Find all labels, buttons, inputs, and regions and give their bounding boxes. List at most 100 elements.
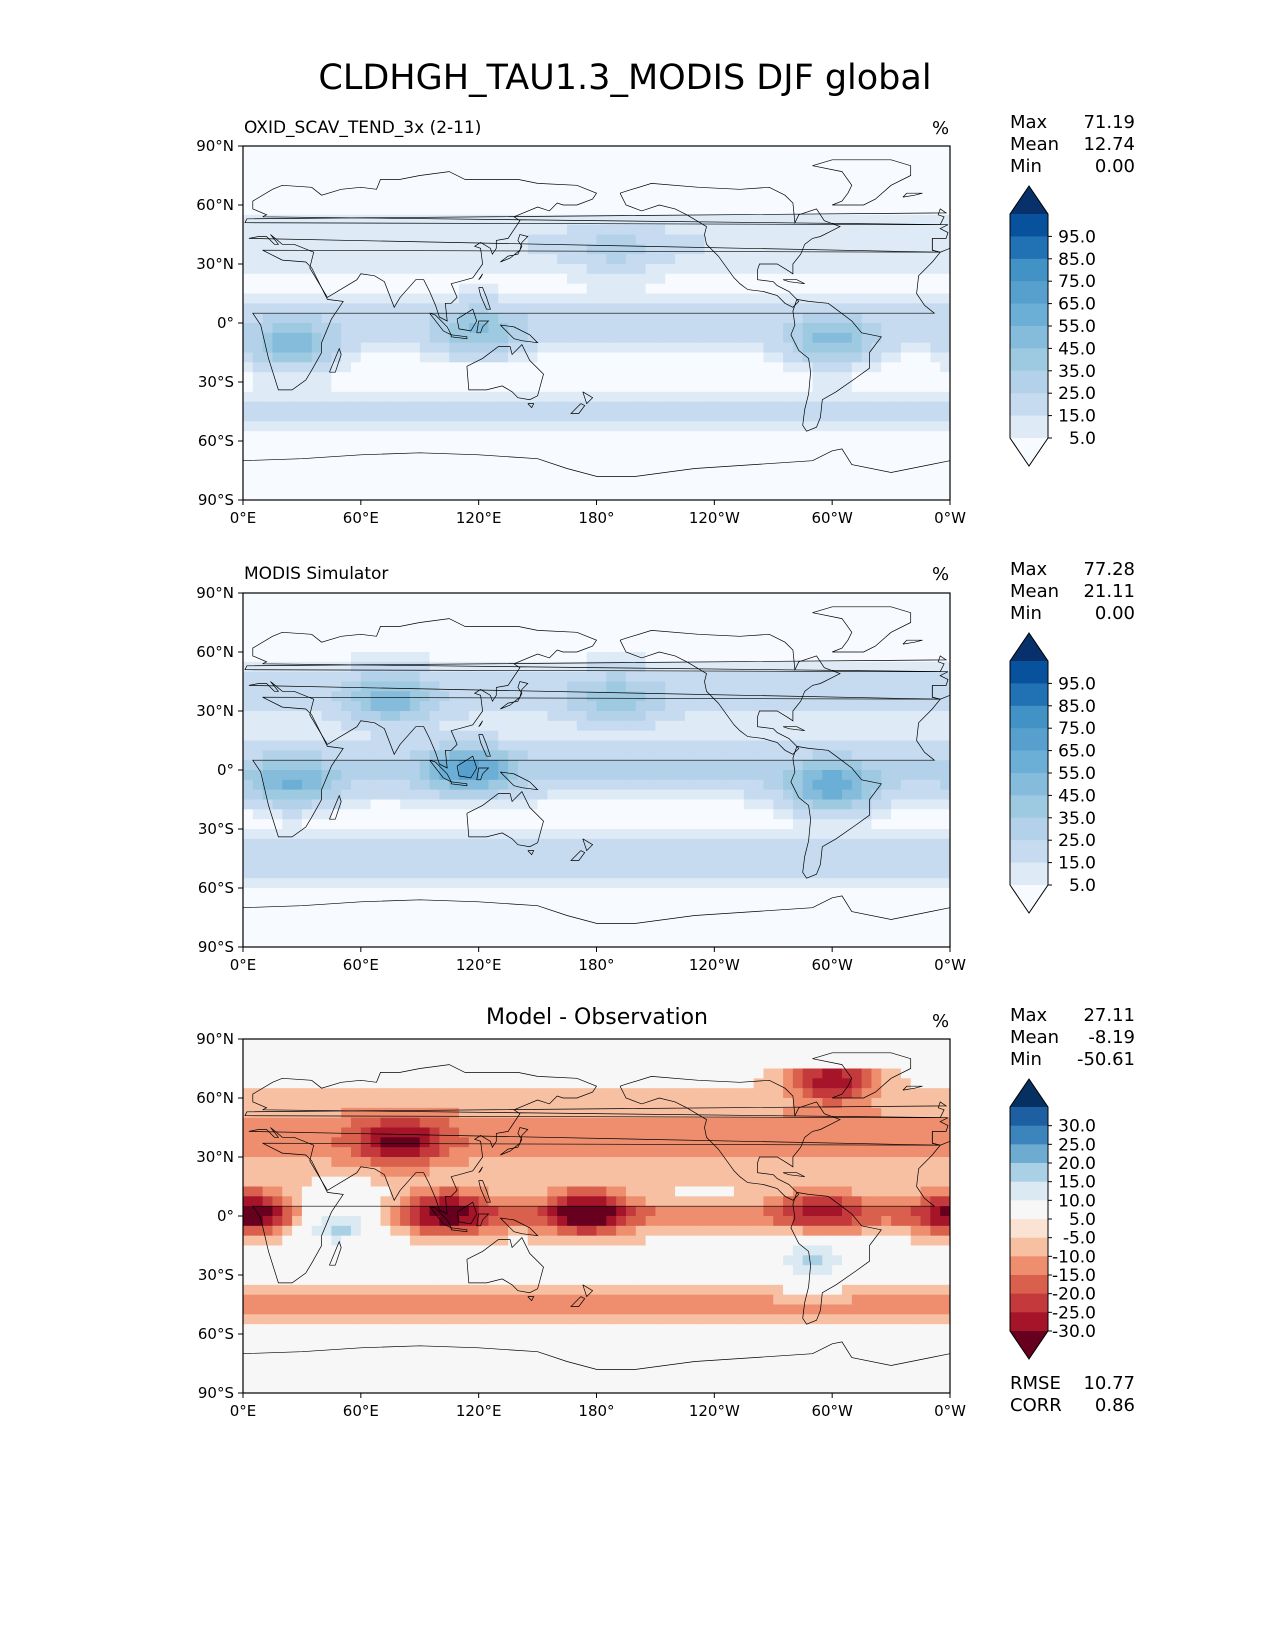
field-cell (390, 441, 401, 452)
field-cell (743, 441, 755, 452)
field-cell (704, 234, 715, 245)
field-cell (625, 411, 637, 422)
field-cell (861, 382, 873, 393)
field-cell (311, 642, 323, 653)
field-cell (616, 323, 627, 334)
field-cell (783, 622, 794, 633)
field-cell (390, 401, 401, 413)
colorbar-segment (1010, 258, 1048, 282)
field-cell (832, 421, 843, 432)
field-cell (635, 342, 647, 354)
field-cell (370, 372, 382, 383)
field-cell (625, 642, 637, 653)
field-cell (822, 661, 833, 673)
field-cell (822, 720, 833, 732)
field-cell (930, 760, 941, 771)
field-cell (429, 642, 440, 653)
field-cell (724, 480, 735, 491)
field-cell (370, 770, 382, 781)
field-cell (321, 431, 332, 442)
field-cell (940, 441, 950, 452)
field-cell (419, 332, 431, 344)
field-cell (891, 460, 902, 472)
field-cell (311, 612, 323, 624)
field-cell (625, 175, 637, 186)
field-cell (311, 490, 323, 500)
field-cell (282, 848, 293, 860)
field-cell (517, 401, 529, 413)
field-cell (724, 701, 735, 712)
field-cell (331, 205, 342, 216)
field-cell (910, 165, 922, 177)
field-cell (743, 740, 755, 751)
field-cell (547, 858, 558, 869)
field-cell (704, 652, 715, 663)
field-cell (508, 612, 519, 624)
field-cell (763, 750, 774, 761)
field-cell (272, 490, 283, 500)
field-cell (370, 254, 382, 265)
field-cell (537, 652, 548, 663)
field-cell (910, 313, 922, 324)
field-cell (567, 391, 578, 403)
field-cell (478, 214, 490, 226)
field-cell (341, 342, 352, 354)
field-cell (841, 283, 853, 295)
field-cell (871, 146, 882, 157)
field-cell (321, 602, 332, 614)
field-cell (733, 720, 745, 732)
field-cell (675, 391, 686, 403)
field-cell (586, 264, 598, 275)
southamerica-coast (790, 299, 882, 432)
field-cell (400, 897, 411, 909)
field-cell (665, 760, 676, 771)
field-cell (861, 391, 873, 403)
field-cell (370, 671, 382, 683)
field-cell (429, 661, 440, 673)
field-cell (606, 671, 617, 683)
field-cell (576, 740, 588, 751)
field-cell (351, 431, 362, 442)
field-cell (321, 323, 332, 334)
field-cell (576, 878, 588, 889)
field-cell (586, 829, 598, 840)
field-cell (822, 450, 833, 462)
field-cell (567, 829, 578, 840)
field-cell (743, 411, 755, 422)
field-cell (704, 480, 715, 491)
field-cell (743, 612, 755, 624)
field-cell (763, 779, 774, 791)
field-cell (802, 195, 814, 206)
field-cell (390, 490, 401, 500)
field-cell (517, 770, 529, 781)
field-cell (478, 770, 490, 781)
field-cell (419, 809, 431, 820)
field-cell (861, 779, 873, 791)
field-cell (920, 770, 931, 781)
field-cell (891, 779, 902, 791)
field-cell (606, 770, 617, 781)
field-cell (557, 323, 568, 334)
field-cell (743, 175, 755, 186)
field-cell (920, 214, 931, 226)
field-cell (380, 313, 391, 324)
field-cell (714, 809, 725, 820)
field-cell (586, 401, 598, 413)
field-cell (292, 593, 303, 604)
field-cell (655, 681, 666, 692)
field-cell (527, 382, 539, 393)
field-cell (920, 691, 931, 702)
field-cell (409, 740, 421, 751)
field-cell (684, 146, 696, 157)
field-cell (488, 273, 499, 285)
field-cell (792, 155, 804, 167)
field-cell (341, 799, 352, 810)
field-cell (498, 283, 509, 295)
field-cell (910, 730, 922, 742)
field-cell (547, 283, 558, 295)
field-cell (508, 720, 519, 732)
field-cell (243, 382, 254, 393)
field-cell (822, 214, 833, 226)
field-cell (606, 612, 617, 624)
field-cell (282, 441, 293, 452)
